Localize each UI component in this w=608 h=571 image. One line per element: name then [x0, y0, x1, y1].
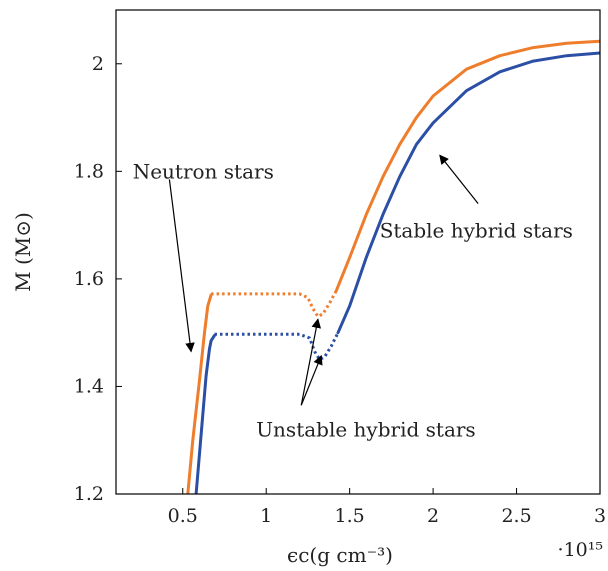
x-tick-label: 3: [594, 505, 606, 527]
series-1-solid-segment-1: [186, 293, 213, 494]
y-axis-title: M (M⊙): [11, 212, 35, 292]
annotation-label-3: Unstable hybrid stars: [256, 417, 476, 441]
annotation-arrow-1-1: [168, 179, 195, 353]
annotation-arrow-3-1: [300, 318, 322, 406]
y-tick-label: 2: [92, 53, 104, 75]
x-axis-title: ϵc(g cm⁻³): [287, 543, 393, 567]
plot-frame: [115, 9, 601, 495]
annotation-label-1: Neutron stars: [133, 159, 274, 183]
series-1-solid-segment-3: [334, 39, 600, 293]
x-tick-label: 1.5: [335, 505, 365, 527]
axis-ticks: 0.5 1 1.5 2 2.5 3 1.2 1.4 1.6 1.8 2: [74, 53, 606, 527]
y-tick-label: 1.8: [74, 160, 104, 182]
annotations: Neutron stars Stable hybrid stars Unstable…: [133, 154, 573, 441]
series-1-dotted-segment-2: [211, 289, 338, 318]
x-axis-multiplier: ·10¹⁵: [558, 539, 603, 561]
y-tick-label: 1.6: [74, 268, 104, 290]
x-tick-label: 1: [260, 505, 272, 527]
annotation-label-2: Stable hybrid stars: [380, 218, 573, 242]
x-tick-label: 2.5: [501, 505, 531, 527]
x-tick-label: 2: [427, 505, 439, 527]
y-tick-label: 1.2: [74, 483, 104, 505]
y-tick-label: 1.4: [74, 375, 104, 397]
annotation-arrow-2-1: [439, 154, 479, 204]
series-2-solid-segment-3: [336, 51, 600, 335]
series-2-solid-segment-1: [194, 333, 216, 494]
x-tick-label: 0.5: [168, 505, 198, 527]
plot-area: [186, 39, 600, 494]
annotation-arrow-3-2: [300, 354, 323, 406]
series-2-dotted-segment-2: [214, 332, 340, 362]
